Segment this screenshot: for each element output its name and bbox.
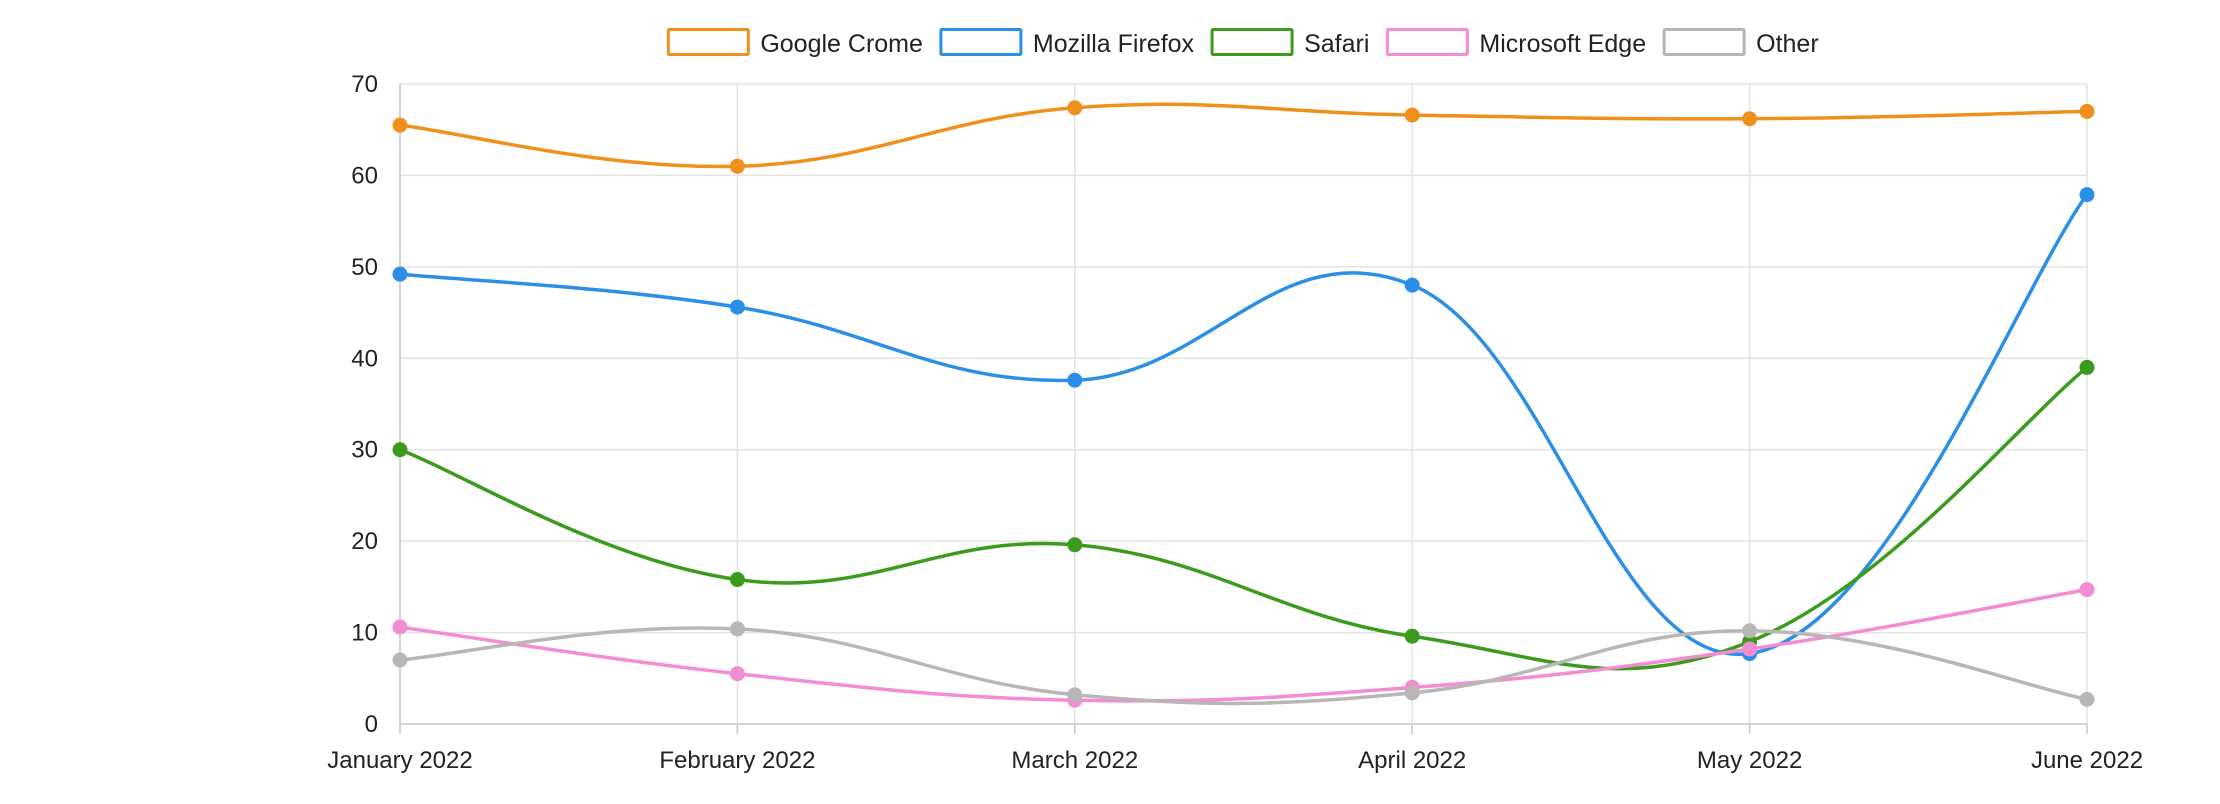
data-point-google-crome[interactable] <box>729 158 745 174</box>
legend-label: Google Crome <box>760 30 923 58</box>
data-point-google-crome[interactable] <box>1404 107 1420 123</box>
x-tick-label: March 2022 <box>1011 747 1138 774</box>
y-tick-label: 30 <box>351 437 378 464</box>
data-point-google-crome[interactable] <box>1742 111 1758 127</box>
legend-swatch <box>939 28 1023 56</box>
data-point-google-crome[interactable] <box>392 117 408 133</box>
data-point-other[interactable] <box>1404 685 1420 701</box>
legend-swatch <box>1385 28 1469 56</box>
axes: 0 10 20 30 40 50 60 70 January 2022 February 2022… <box>327 71 2143 774</box>
y-tick-label: 70 <box>351 71 378 98</box>
legend-item-microsoft-edge[interactable]: Microsoft Edge <box>1385 28 1646 59</box>
data-point-mozilla-firefox[interactable] <box>729 299 745 315</box>
y-tick-label: 10 <box>351 620 378 647</box>
series-line-microsoft-edge <box>398 587 2089 703</box>
data-point-other[interactable] <box>392 652 408 668</box>
data-point-safari[interactable] <box>1067 537 1083 553</box>
data-point-safari[interactable] <box>2079 359 2095 375</box>
legend-item-other[interactable]: Other <box>1662 28 1819 59</box>
series-line-other <box>398 626 2089 706</box>
data-point-mozilla-firefox[interactable] <box>2079 187 2095 203</box>
legend-swatch <box>1210 28 1294 56</box>
legend-label: Safari <box>1304 30 1369 58</box>
series-line-safari <box>398 365 2089 671</box>
data-point-microsoft-edge[interactable] <box>2079 582 2095 598</box>
data-point-google-crome[interactable] <box>1067 100 1083 116</box>
x-tick-label: January 2022 <box>327 747 472 774</box>
y-tick-label: 40 <box>351 345 378 372</box>
series-lines <box>398 102 2089 706</box>
data-point-mozilla-firefox[interactable] <box>1404 277 1420 293</box>
legend: Google Crome Mozilla Firefox Safari Microso… <box>666 28 1819 59</box>
y-tick-label: 50 <box>351 254 378 281</box>
legend-label: Other <box>1756 30 1819 58</box>
legend-swatch <box>1662 28 1746 56</box>
data-point-other[interactable] <box>1742 623 1758 639</box>
data-point-other[interactable] <box>2079 691 2095 707</box>
series-line-mozilla-firefox <box>398 192 2089 656</box>
data-point-safari[interactable] <box>392 442 408 458</box>
y-tick-label: 60 <box>351 162 378 189</box>
legend-item-mozilla-firefox[interactable]: Mozilla Firefox <box>939 28 1195 59</box>
data-point-safari[interactable] <box>1404 628 1420 644</box>
series-points <box>392 100 2095 708</box>
data-point-other[interactable] <box>1067 687 1083 703</box>
grid <box>399 83 2088 725</box>
data-point-mozilla-firefox[interactable] <box>1067 372 1083 388</box>
y-tick-label: 20 <box>351 528 378 555</box>
data-point-other[interactable] <box>729 621 745 637</box>
data-point-safari[interactable] <box>729 572 745 588</box>
x-tick-label: May 2022 <box>1697 747 1802 774</box>
legend-item-safari[interactable]: Safari <box>1210 28 1369 59</box>
data-point-microsoft-edge[interactable] <box>392 619 408 635</box>
legend-item-google-crome[interactable]: Google Crome <box>666 28 923 59</box>
x-tick-label: February 2022 <box>659 747 815 774</box>
series-line-google-crome <box>398 102 2089 169</box>
y-tick-label: 0 <box>365 711 378 738</box>
data-point-google-crome[interactable] <box>2079 103 2095 119</box>
x-tick-label: June 2022 <box>2031 747 2143 774</box>
x-tick-label: April 2022 <box>1358 747 1466 774</box>
legend-swatch <box>666 28 750 56</box>
data-point-mozilla-firefox[interactable] <box>392 266 408 282</box>
legend-label: Mozilla Firefox <box>1033 30 1195 58</box>
data-point-microsoft-edge[interactable] <box>729 666 745 682</box>
data-point-microsoft-edge[interactable] <box>1742 641 1758 657</box>
legend-label: Microsoft Edge <box>1479 30 1646 58</box>
